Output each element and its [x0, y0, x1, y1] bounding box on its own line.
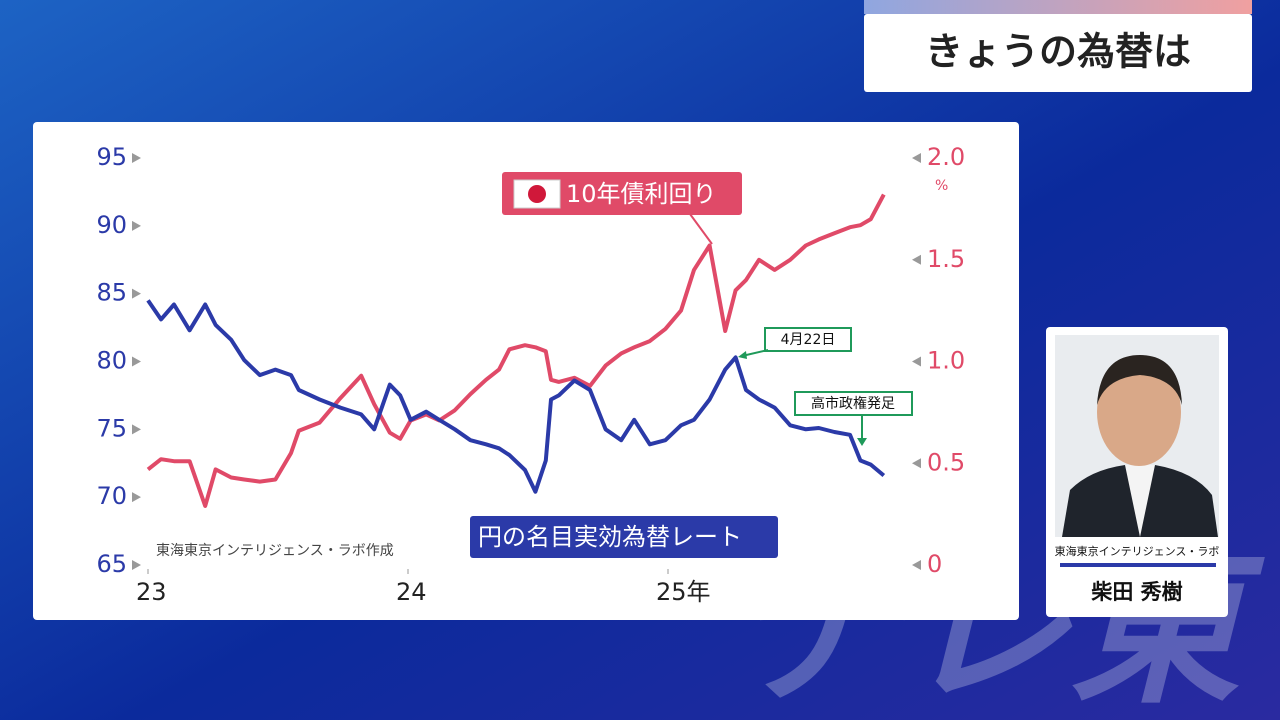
- y2-tick-label: 2.0: [927, 143, 965, 171]
- y-tick: [132, 288, 141, 299]
- pointer: [689, 213, 713, 245]
- series-label: 10年債利回り: [566, 180, 717, 208]
- y-tick: [132, 492, 141, 503]
- header-strip: [864, 0, 1252, 14]
- presenter-affiliation: 東海東京インテリジェンス・ラボ: [1055, 544, 1220, 558]
- x-tick-label: 24: [396, 578, 427, 606]
- name-bar: [1060, 563, 1216, 567]
- series-label: 円の名目実効為替レート: [478, 523, 742, 551]
- y2-tick: [912, 254, 921, 265]
- y-tick-label: 75: [96, 414, 127, 442]
- photo-hair: [1097, 355, 1182, 405]
- y2-tick-label: 1.0: [927, 347, 965, 375]
- header-box: [864, 14, 1252, 92]
- annotation-box: [794, 391, 913, 416]
- y-tick: [132, 424, 141, 435]
- y2-tick-label: 0: [927, 550, 942, 578]
- x-tick-label: 23: [136, 578, 167, 606]
- series-line: [146, 299, 886, 494]
- y-tick-label: 70: [96, 482, 127, 510]
- header-title: きょうの為替は: [925, 30, 1191, 74]
- y-tick: [132, 220, 141, 231]
- y2-tick: [912, 356, 921, 367]
- plot: 65 70 75 80 85 90 95 0 0.5 1.0 1.5 2.0 23 24 25年: [96, 143, 965, 606]
- y2-tick: [912, 458, 921, 469]
- series-line: [146, 193, 886, 508]
- y-tick-label: 80: [96, 347, 127, 375]
- y2-tick: [912, 153, 921, 163]
- x-tick-label: 25年: [656, 578, 711, 606]
- annotation-box: [764, 327, 852, 352]
- y2-unit: %: [935, 178, 948, 194]
- annotation: 4月22日: [781, 332, 836, 348]
- annotation: 高市政権発足: [811, 395, 895, 412]
- photo-face: [1097, 358, 1181, 466]
- series-label-box: [470, 516, 778, 558]
- y-tick: [132, 153, 141, 163]
- y-tick-label: 65: [96, 550, 127, 578]
- arrowhead: [738, 351, 747, 359]
- y-tick-label: 95: [96, 143, 127, 171]
- flag: [513, 179, 561, 209]
- y-tick-label: 85: [96, 279, 127, 307]
- arrowhead: [857, 438, 867, 446]
- y-tick: [132, 356, 141, 367]
- chart-panel: [33, 122, 1019, 620]
- y-tick-label: 90: [96, 211, 127, 239]
- source: 東海東京インテリジェンス・ラボ作成: [156, 543, 394, 559]
- series-label-box: [502, 172, 742, 215]
- presenter-name: 柴田 秀樹: [1090, 580, 1182, 604]
- flag-circle: [528, 185, 546, 203]
- y2-tick-label: 1.5: [927, 245, 965, 273]
- photo-shirt: [1125, 465, 1155, 537]
- y2-tick-label: 0.5: [927, 448, 965, 476]
- y-tick: [132, 560, 141, 570]
- y2-tick: [912, 560, 921, 570]
